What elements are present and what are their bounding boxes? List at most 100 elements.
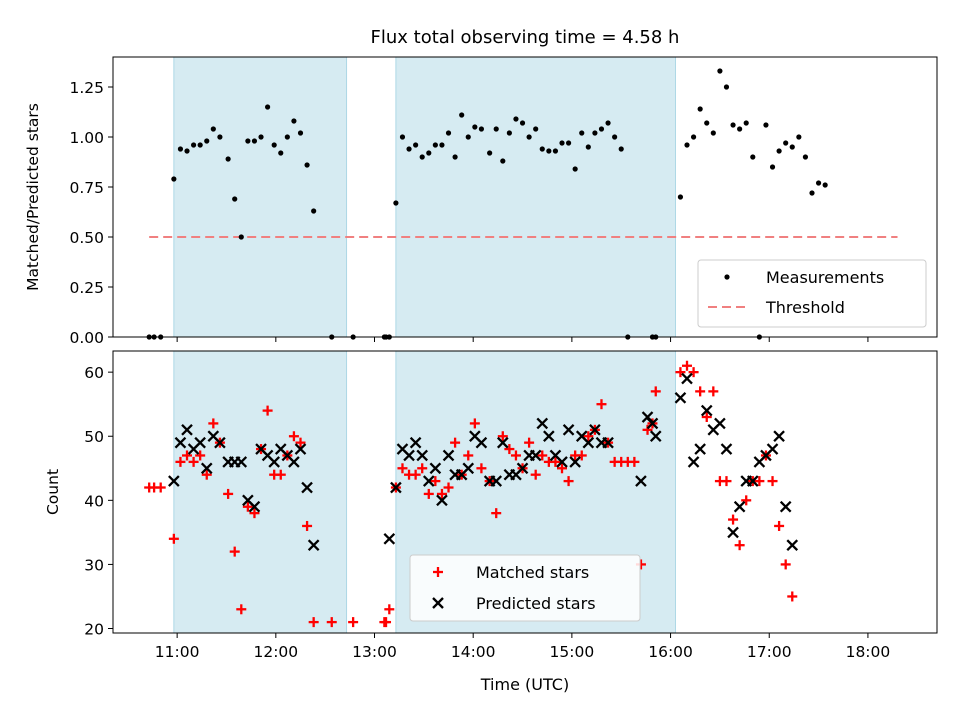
measurement-point	[265, 104, 271, 110]
matched-star-point	[275, 469, 286, 480]
bottom-legend-box	[409, 554, 641, 622]
matched-star-point	[229, 546, 240, 557]
measurement-point	[533, 126, 539, 132]
top-legend: Measurements Threshold	[697, 259, 927, 328]
measurement-point	[539, 146, 545, 152]
measurement-point	[789, 144, 795, 150]
measurement-point	[465, 134, 471, 140]
matched-star-point	[168, 533, 179, 544]
x-tick-label: 12:00	[253, 643, 298, 661]
y-tick-label: 0.50	[69, 229, 104, 247]
measurement-point	[684, 142, 690, 148]
measurement-point	[284, 134, 290, 140]
bottom-panel: 20 30 40 50 60 11:00 12:00 13:00 14:00 15:00 16:0…	[44, 350, 938, 694]
y-tick-label: 1.25	[69, 79, 104, 97]
measurement-point	[618, 146, 624, 152]
predicted-marker-b	[242, 494, 254, 507]
matched-star-point	[182, 450, 193, 461]
predicted-marker-b	[714, 417, 726, 430]
predicted-star-point	[174, 436, 187, 449]
matched-star-point	[642, 424, 653, 435]
predicted-marker-b	[602, 436, 614, 449]
measurement-point	[217, 134, 223, 140]
measurement-point	[419, 154, 425, 160]
matched-star-point	[504, 444, 515, 455]
measurement-point	[426, 150, 432, 156]
predicted-star-point	[409, 436, 422, 449]
predicted-marker-b	[429, 462, 442, 475]
bottom-y-ticks: 20 30 40 50 60	[84, 364, 113, 639]
measurement-point	[278, 150, 284, 156]
matched-star-point	[530, 469, 541, 480]
measurement-point	[750, 154, 756, 160]
matched-star-point	[463, 450, 474, 461]
predicted-marker-b	[194, 436, 206, 449]
predicted-star-point	[779, 500, 792, 513]
matched-star-point	[295, 437, 306, 448]
predicted-marker-b	[255, 443, 267, 455]
y-tick-label: 1.00	[69, 129, 104, 147]
top-x-ticks	[176, 337, 869, 342]
measurement-point	[559, 140, 565, 146]
matched-star-point	[443, 482, 454, 493]
predicted-marker-b	[390, 481, 402, 494]
measurement-point	[399, 134, 406, 140]
matched-star-point	[701, 412, 712, 423]
predicted-marker-b	[700, 404, 713, 417]
legend-predicted-marker	[432, 597, 444, 609]
measurement-point	[763, 122, 769, 128]
measurement-point	[592, 130, 598, 136]
predicted-marker-b	[200, 462, 213, 475]
predicted-marker-b	[569, 456, 581, 468]
matched-star-point	[688, 367, 699, 378]
top-legend-box	[697, 259, 927, 328]
measurement-point	[572, 166, 578, 172]
predicted-star-point	[442, 449, 455, 462]
predicted-star-point	[194, 436, 206, 449]
predicted-star-point	[307, 539, 320, 552]
predicted-star-point	[687, 456, 700, 468]
matched-star-point	[262, 405, 273, 416]
predicted-star-point	[496, 436, 509, 449]
chart-title: Flux total observing time = 4.58 h	[371, 27, 680, 48]
matched-star-point	[774, 520, 785, 531]
measurement-point	[598, 126, 605, 132]
x-axis-label: Time (UTC)	[480, 675, 569, 694]
measurement-point	[783, 140, 789, 146]
x-tick-label: 17:00	[747, 643, 792, 661]
predicted-marker-b	[674, 391, 687, 404]
predicted-marker-b	[469, 430, 481, 443]
legend-predicted-label: Predicted stars	[476, 594, 596, 613]
legend-matched-label: Matched stars	[476, 563, 589, 582]
matched-star-point	[450, 437, 461, 448]
predicted-marker-b	[720, 443, 733, 455]
predicted-marker-b	[575, 430, 588, 443]
predicted-star-point	[181, 424, 193, 436]
measurement-point	[225, 156, 231, 162]
measurement-point	[690, 134, 697, 140]
matched-star-point	[728, 514, 739, 525]
measurement-point	[210, 126, 216, 132]
predicted-marker-b	[681, 372, 693, 385]
matched-star-point	[195, 450, 206, 461]
measurement-point	[802, 154, 809, 160]
matched-star-point	[208, 418, 219, 429]
predicted-marker-b	[383, 532, 396, 545]
measurement-point	[478, 126, 485, 132]
matched-star-point	[767, 476, 778, 487]
measurement-point	[238, 234, 244, 240]
measurement-point	[493, 126, 499, 132]
matched-star-point	[430, 476, 441, 487]
predicted-marker-b	[786, 539, 799, 552]
predicted-marker-b	[549, 449, 562, 462]
predicted-marker-b	[396, 443, 409, 455]
measurement-point	[184, 148, 190, 154]
x-tick-label: 15:00	[550, 643, 595, 661]
measurement-point	[796, 134, 802, 140]
predicted-marker-b	[773, 430, 785, 443]
measurement-point	[500, 158, 506, 164]
predicted-star-point	[562, 424, 575, 436]
top-panel: 0.00 0.25 0.50 0.75 1.00 1.25 Matched/Predict…	[24, 56, 938, 347]
top-shaded-regions	[173, 56, 676, 338]
